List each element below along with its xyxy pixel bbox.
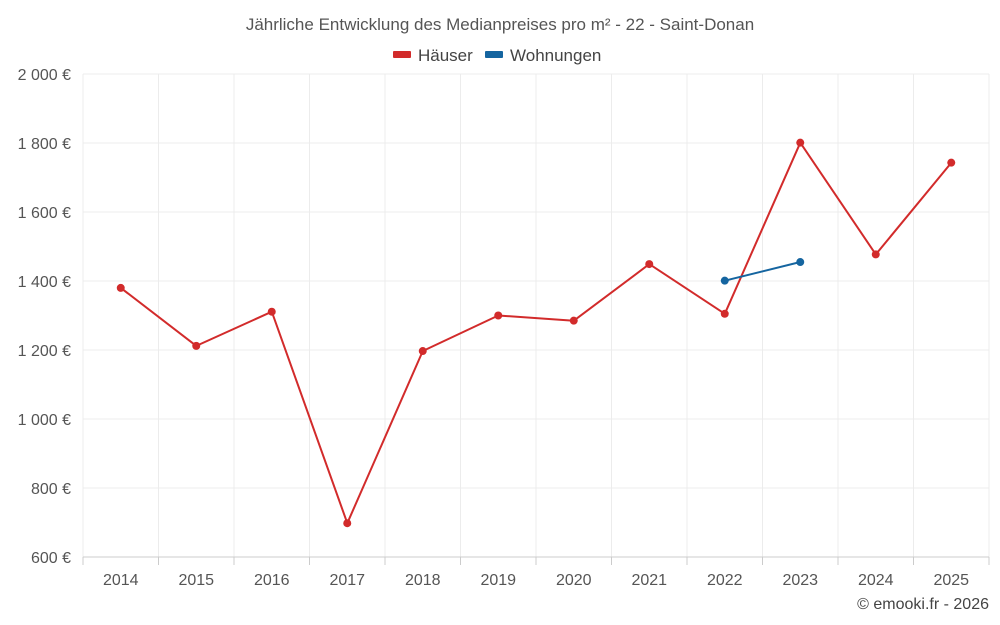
legend-label-haeuser: Häuser bbox=[418, 46, 473, 65]
data-point-wohnungen-2023[interactable] bbox=[796, 258, 805, 267]
y-tick-label: 1 600 € bbox=[18, 205, 71, 222]
series-line-wohnungen bbox=[724, 261, 801, 282]
data-point-haeuser-2014[interactable] bbox=[116, 283, 125, 292]
x-tick-label: 2016 bbox=[254, 572, 290, 589]
data-point-haeuser-2018[interactable] bbox=[418, 347, 427, 356]
data-point-haeuser-2023[interactable] bbox=[796, 138, 805, 147]
y-tick-label: 1 200 € bbox=[18, 343, 71, 360]
data-point-haeuser-2020[interactable] bbox=[569, 316, 578, 325]
x-tick-label: 2017 bbox=[329, 572, 365, 589]
y-tick-label: 800 € bbox=[31, 481, 71, 498]
data-point-haeuser-2015[interactable] bbox=[192, 341, 201, 350]
grid bbox=[82, 73, 990, 557]
data-point-haeuser-2017[interactable] bbox=[343, 519, 352, 528]
data-point-haeuser-2024[interactable] bbox=[871, 250, 880, 259]
data-point-wohnungen-2022[interactable] bbox=[720, 276, 729, 285]
y-axis-ticks: 600 € 800 € 1 000 € 1 200 € 1 400 € 1 600 € 1 … bbox=[18, 67, 71, 567]
x-tick-label: 2025 bbox=[933, 572, 969, 589]
y-tick-label: 1 800 € bbox=[18, 136, 71, 153]
x-tick-label: 2022 bbox=[707, 572, 743, 589]
data-point-haeuser-2016[interactable] bbox=[267, 307, 276, 316]
x-tick-label: 2014 bbox=[103, 572, 139, 589]
y-tick-label: 600 € bbox=[31, 550, 71, 567]
x-tick-label: 2015 bbox=[178, 572, 214, 589]
legend-swatch-wohnungen bbox=[485, 51, 503, 58]
x-tick-label: 2023 bbox=[782, 572, 818, 589]
legend: Häuser Wohnungen bbox=[393, 46, 601, 65]
y-tick-label: 1 000 € bbox=[18, 412, 71, 429]
axes bbox=[82, 556, 990, 565]
x-tick-label: 2021 bbox=[631, 572, 667, 589]
data-point-haeuser-2025[interactable] bbox=[947, 158, 956, 167]
data-point-haeuser-2022[interactable] bbox=[720, 309, 729, 318]
x-tick-label: 2020 bbox=[556, 572, 592, 589]
x-tick-label: 2019 bbox=[480, 572, 516, 589]
data-point-haeuser-2021[interactable] bbox=[645, 260, 654, 269]
x-tick-label: 2024 bbox=[858, 572, 894, 589]
series-layer bbox=[116, 138, 956, 528]
x-tick-label: 2018 bbox=[405, 572, 441, 589]
legend-item-haeuser[interactable]: Häuser bbox=[393, 46, 473, 65]
series-line-haeuser bbox=[120, 141, 953, 525]
y-tick-label: 1 400 € bbox=[18, 274, 71, 291]
data-point-haeuser-2019[interactable] bbox=[494, 311, 503, 320]
legend-swatch-haeuser bbox=[393, 51, 411, 58]
x-axis-ticks: 2014 2015 2016 2017 2018 2019 2020 2021 2022 2023… bbox=[103, 572, 969, 589]
chart-title: Jährliche Entwicklung des Medianpreises … bbox=[246, 15, 754, 34]
legend-label-wohnungen: Wohnungen bbox=[510, 46, 601, 65]
credit-text: © emooki.fr - 2026 bbox=[857, 596, 989, 613]
legend-item-wohnungen[interactable]: Wohnungen bbox=[485, 46, 601, 65]
y-tick-label: 2 000 € bbox=[18, 67, 71, 84]
